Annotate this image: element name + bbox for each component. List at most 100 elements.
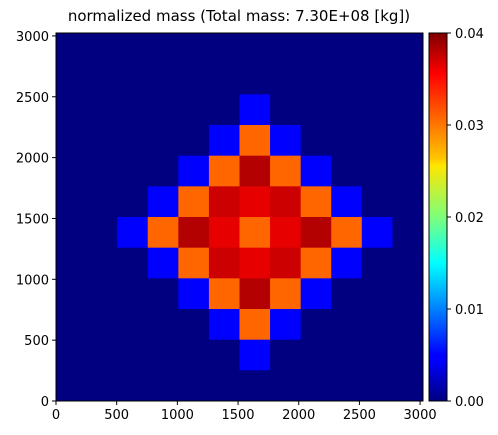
heatmap-cell	[147, 155, 179, 187]
heatmap-cell	[300, 309, 332, 341]
heatmap-cell	[56, 186, 87, 218]
heatmap-cell	[300, 33, 332, 65]
heatmap-cell	[361, 63, 393, 95]
heatmap-cell	[392, 247, 424, 279]
heatmap-cell	[208, 217, 240, 249]
heatmap-cell	[178, 370, 210, 402]
heatmap-cell	[331, 155, 363, 187]
heatmap-cell	[270, 217, 302, 249]
heatmap-cell	[147, 217, 179, 249]
heatmap-cell	[392, 339, 424, 371]
heatmap-cell	[270, 339, 302, 371]
heatmap-cell	[331, 309, 363, 341]
heatmap-cell	[117, 217, 149, 249]
heatmap-cell	[178, 247, 210, 279]
heatmap-cell	[86, 370, 118, 402]
heatmap-cell	[117, 278, 149, 310]
heatmap-cell	[178, 63, 210, 95]
x-tick-label: 3000	[404, 408, 437, 423]
heatmap-cell	[208, 33, 240, 65]
heatmap-cell	[300, 94, 332, 126]
heatmap-cell	[117, 247, 149, 279]
heatmap-cell	[300, 186, 332, 218]
heatmap-cell	[117, 339, 149, 371]
heatmap-cell	[56, 309, 87, 341]
heatmap-cell	[147, 278, 179, 310]
heatmap-cell	[178, 94, 210, 126]
heatmap-cell	[56, 217, 87, 249]
heatmap-cell	[270, 63, 302, 95]
heatmap-cell	[270, 309, 302, 341]
heatmap-cell	[270, 247, 302, 279]
heatmap-cell	[147, 63, 179, 95]
heatmap-cell	[361, 125, 393, 157]
x-tick-label: 2000	[282, 408, 315, 423]
heatmap-cell	[331, 278, 363, 310]
heatmap-cell	[56, 339, 87, 371]
colorbar-tick-label: 0.03	[455, 119, 484, 134]
heatmap-cell	[300, 370, 332, 402]
heatmap-cell	[239, 278, 271, 310]
heatmap-cell	[86, 217, 118, 249]
x-tick-label: 1000	[161, 408, 194, 423]
heatmap-cell	[331, 63, 363, 95]
heatmap-cell	[270, 186, 302, 218]
heatmap-cell	[147, 94, 179, 126]
heatmap-cell	[361, 247, 393, 279]
heatmap-cell	[86, 247, 118, 279]
heatmap-cell	[361, 278, 393, 310]
heatmap-cell	[178, 186, 210, 218]
heatmap-cell	[56, 33, 87, 65]
colorbar	[428, 32, 448, 402]
heatmap-cell	[208, 186, 240, 218]
colorbar-tick-label: 0.00	[455, 395, 484, 410]
heatmap-cell	[270, 33, 302, 65]
heatmap-cell	[270, 370, 302, 402]
heatmap-cell	[300, 278, 332, 310]
heatmap-cell	[56, 63, 87, 95]
heatmap-cell	[117, 186, 149, 218]
heatmap-cell	[392, 33, 424, 65]
heatmap-cell	[270, 94, 302, 126]
heatmap-cell	[147, 186, 179, 218]
heatmap-cell	[56, 94, 87, 126]
heatmap-cell	[331, 33, 363, 65]
heatmap-cell	[239, 33, 271, 65]
heatmap-cell	[392, 370, 424, 402]
y-axis: 0 500 1000 1500 2000 2500 3000	[16, 30, 56, 410]
heatmap-cell	[208, 278, 240, 310]
heatmap-cell	[300, 155, 332, 187]
heatmap-cell	[300, 247, 332, 279]
heatmap-cell	[361, 33, 393, 65]
heatmap-cell	[239, 63, 271, 95]
heatmap-cell	[300, 339, 332, 371]
heatmap-cell	[147, 247, 179, 279]
heatmap-cell	[392, 125, 424, 157]
heatmap-cell	[300, 63, 332, 95]
heatmap-cell	[392, 217, 424, 249]
heatmap-cell	[86, 94, 118, 126]
heatmap-cell	[147, 370, 179, 402]
x-tick-label: 500	[104, 408, 129, 423]
heatmap-cell	[361, 94, 393, 126]
heatmap-cell	[208, 125, 240, 157]
colorbar-tick-label: 0.01	[455, 303, 484, 318]
chart-title: normalized mass (Total mass: 7.30E+08 [k…	[68, 7, 410, 25]
heatmap-cell	[178, 339, 210, 371]
x-tick-label: 1500	[221, 408, 254, 423]
heatmap-cell	[331, 125, 363, 157]
heatmap-cell	[86, 278, 118, 310]
heatmap-cell	[331, 370, 363, 402]
heatmap-cell	[56, 370, 87, 402]
heatmap-cell	[392, 63, 424, 95]
heatmap-cell	[56, 247, 87, 279]
heatmap-cell	[361, 217, 393, 249]
heatmap-cell	[239, 217, 271, 249]
heatmap-cell	[86, 309, 118, 341]
heatmap-cell	[208, 247, 240, 279]
heatmap-cell	[239, 155, 271, 187]
plot-frame	[55, 32, 424, 402]
heatmap-cell	[56, 155, 87, 187]
heatmap-cell	[392, 155, 424, 187]
heatmap-cell	[178, 155, 210, 187]
